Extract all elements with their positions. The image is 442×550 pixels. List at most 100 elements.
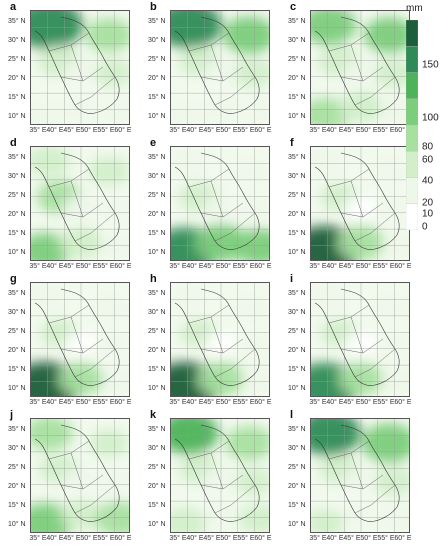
longitude-tick-label: 45° E [343, 127, 361, 134]
longitude-tick-label: 60° E [254, 127, 272, 134]
longitude-tick-label: 55° E [97, 535, 115, 542]
latitude-tick-label: 10° N [148, 249, 166, 256]
longitude-tick-label: 50° E [80, 127, 98, 134]
latitude-tick-label: 15° N [288, 502, 306, 509]
precipitation-map [170, 282, 270, 397]
colorbar-step [405, 98, 419, 126]
precip-region-br [101, 98, 129, 124]
country-borders [328, 168, 396, 242]
latitude-tick-label: 20° N [288, 347, 306, 354]
longitude-tick-label: 55° E [377, 535, 395, 542]
longitude-tick-label: 45° E [203, 127, 221, 134]
precip-region-br [95, 501, 129, 532]
precip-region-mr [93, 59, 129, 87]
colorbar-step [405, 124, 419, 152]
precipitation-map [170, 146, 270, 261]
precip-region-br [381, 234, 409, 260]
latitude-tick-label: 20° N [148, 483, 166, 490]
panel-label: b [150, 1, 157, 13]
country-borders [188, 168, 256, 242]
latitude-tick-label: 10° N [8, 249, 26, 256]
latitude-tick-label: 35° N [8, 154, 26, 161]
longitude-tick-label: 55° E [97, 127, 115, 134]
precip-region-tr [370, 293, 408, 321]
latitude-tick-label: 15° N [148, 502, 166, 509]
panel-label: f [290, 137, 294, 149]
latitude-tick-label: 20° N [148, 75, 166, 82]
latitude-tick-label: 10° N [288, 113, 306, 120]
precip-region-br [101, 234, 129, 260]
longitude-tick-label: 35° E [29, 127, 47, 134]
latitude-tick-label: 20° N [8, 483, 26, 490]
longitude-tick-label: 35° E [29, 535, 47, 542]
longitude-tick-label: 50° E [220, 127, 238, 134]
longitude-tick-label: 35° E [29, 399, 47, 406]
panel-label: j [10, 409, 14, 421]
latitude-tick-label: 35° N [8, 290, 26, 297]
longitude-tick-label: 40° E [186, 399, 204, 406]
longitude-tick-label: 50° E [220, 263, 238, 270]
map-panel-l: l 35° N 30° N 25° N 20° N 15° N 10° N 35° E 40° … [288, 409, 425, 545]
longitude-tick-label: 35° E [309, 263, 327, 270]
latitude-tick-label: 25° N [288, 56, 306, 63]
precip-region-tl [31, 147, 71, 177]
panel-label: e [150, 137, 157, 149]
map-canvas [311, 147, 409, 260]
precip-region-bl [31, 101, 64, 124]
longitude-tick-label: 40° E [46, 399, 64, 406]
longitude-tick-label: 60° E [394, 399, 412, 406]
precip-region-tl [31, 419, 73, 451]
latitude-tick-label: 10° N [288, 249, 306, 256]
longitude-tick-label: 50° E [220, 535, 238, 542]
map-panel-b: b 35° N 30° N 25° N 20° N 15° N 10° N 35° E 40° … [148, 1, 285, 137]
longitude-tick-label: 40° E [186, 535, 204, 542]
panel-label: a [10, 1, 17, 13]
map-panel-i: i 35° N 30° N 25° N 20° N 15° N 10° N 35° E 40° … [288, 273, 425, 409]
latitude-tick-label: 30° N [8, 173, 26, 180]
latitude-tick-label: 35° N [8, 18, 26, 25]
latitude-tick-label: 30° N [288, 445, 306, 452]
precip-region-br [380, 97, 409, 124]
longitude-tick-label: 55° E [237, 127, 255, 134]
precip-region-tl [311, 283, 348, 311]
latitude-tick-label: 20° N [8, 347, 26, 354]
latitude-tick-label: 30° N [8, 445, 26, 452]
panel-label: k [150, 409, 157, 421]
map-canvas [311, 283, 409, 396]
longitude-tick-label: 60° E [254, 399, 272, 406]
precipitation-map [30, 282, 130, 397]
latitude-tick-label: 20° N [288, 483, 306, 490]
map-canvas [311, 11, 409, 124]
longitude-tick-label: 45° E [343, 263, 361, 270]
latitude-tick-label: 35° N [148, 18, 166, 25]
longitude-tick-label: 55° E [377, 127, 395, 134]
precip-region-tr [361, 423, 409, 463]
latitude-tick-label: 20° N [148, 211, 166, 218]
longitude-tick-label: 50° E [80, 263, 98, 270]
latitude-tick-label: 15° N [288, 366, 306, 373]
latitude-tick-label: 35° N [8, 426, 26, 433]
latitude-tick-label: 15° N [8, 94, 26, 101]
coastline [314, 152, 400, 250]
map-panel-k: k 35° N 30° N 25° N 20° N 15° N 10° N 35° E 40° … [148, 409, 285, 545]
map-panel-c: c 35° N 30° N 25° N 20° N 15° N 10° N 35° E 40° … [288, 1, 425, 137]
colorbar-tick-label: 40 [422, 175, 434, 187]
colorbar-step [405, 72, 419, 99]
country-borders [48, 32, 116, 106]
precip-region-mr [95, 332, 129, 358]
latitude-tick-label: 20° N [288, 75, 306, 82]
longitude-tick-label: 40° E [326, 127, 344, 134]
coastline [174, 424, 260, 522]
colorbar-tick-label: 0 [422, 221, 428, 233]
coastline [34, 424, 120, 522]
latitude-tick-label: 35° N [288, 290, 306, 297]
colorbar [405, 19, 419, 231]
panel-label: g [10, 273, 17, 285]
longitude-tick-label: 50° E [80, 399, 98, 406]
latitude-tick-label: 10° N [148, 521, 166, 528]
latitude-tick-label: 20° N [8, 75, 26, 82]
panel-label: h [150, 273, 157, 285]
map-canvas [31, 11, 129, 124]
latitude-tick-label: 25° N [8, 464, 26, 471]
latitude-tick-label: 15° N [148, 230, 166, 237]
